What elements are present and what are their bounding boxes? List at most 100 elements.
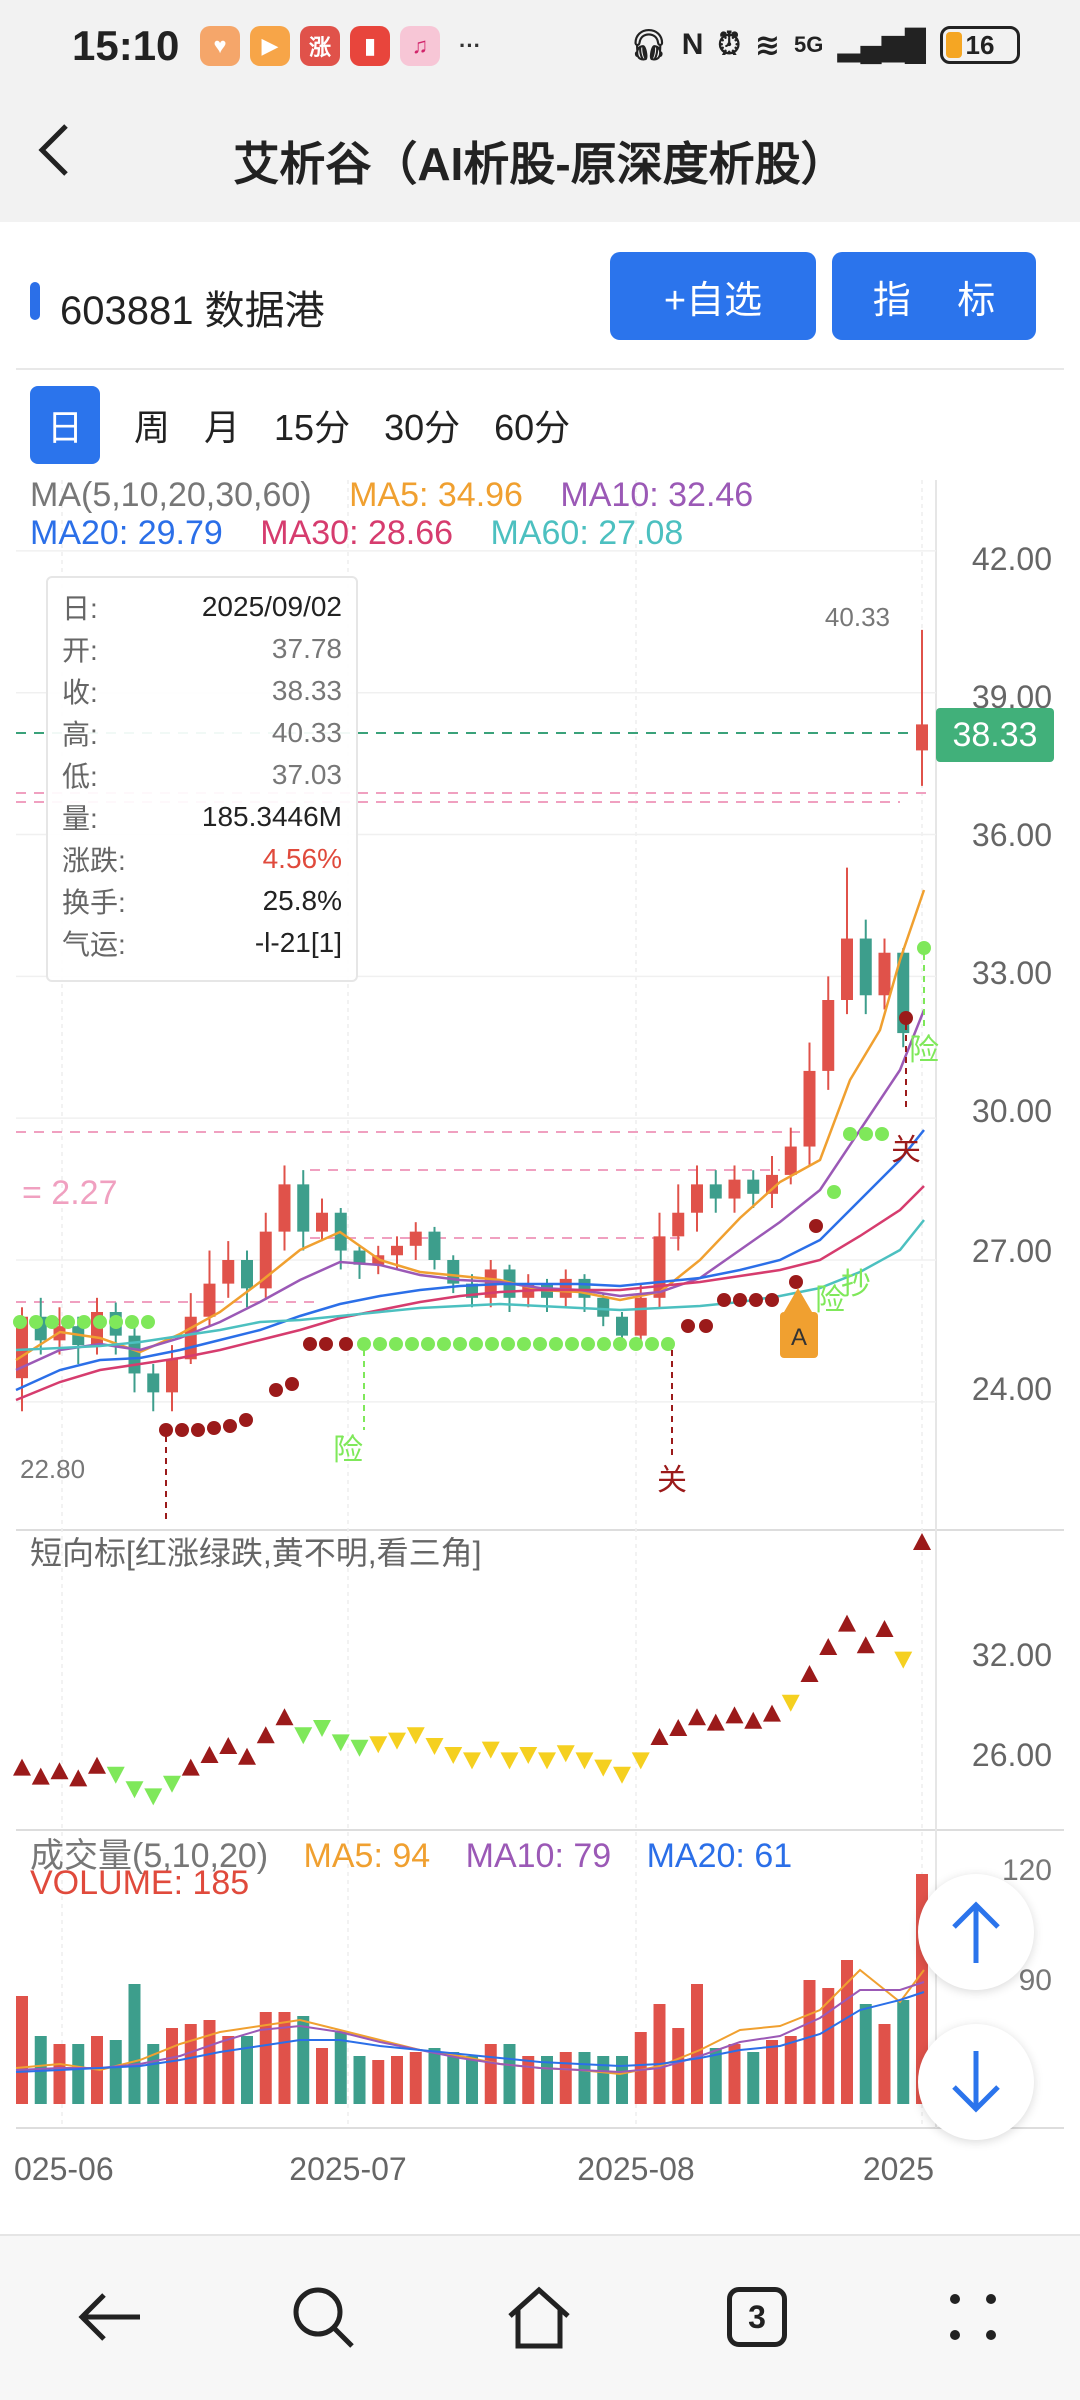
battery-level: 16 — [965, 29, 995, 60]
nav-search-button[interactable] — [278, 2272, 368, 2362]
ma10-line — [15, 1009, 926, 1372]
status-time: 15:10 — [72, 22, 180, 69]
add-watchlist-button[interactable]: +自选 — [610, 252, 816, 340]
nav-home-button[interactable] — [494, 2272, 584, 2362]
home-icon — [508, 2286, 570, 2349]
ma-legend-row1: MA(5,10,20,30,60) MA5: 34.96 MA10: 32.46 — [30, 476, 781, 515]
candle-body — [841, 938, 853, 1000]
indicator-button[interactable]: 指 标 — [832, 252, 1036, 340]
tab-day[interactable]: 日 — [30, 386, 100, 464]
sub-triangle — [706, 1713, 725, 1731]
volume-bar — [878, 2024, 891, 2104]
signal-risk-label-2: 险 — [815, 1284, 845, 1317]
play-app-icon: ▶ — [250, 26, 290, 66]
sub-triangle — [838, 1614, 856, 1632]
volume-bar — [672, 2028, 685, 2104]
sub-triangle — [856, 1636, 875, 1654]
redpacket-app-icon: ▮ — [350, 26, 390, 66]
candle-body — [878, 952, 891, 996]
price-tick: 42.00 — [972, 541, 1052, 577]
candle-body — [616, 1316, 628, 1336]
sub-triangle — [519, 1747, 538, 1764]
sub-triangle — [163, 1775, 181, 1793]
volume-bar — [634, 2032, 647, 2104]
volume-bars — [16, 1874, 928, 2104]
sub-triangle — [800, 1665, 819, 1682]
volume-bar — [203, 2020, 216, 2104]
volume-bar — [372, 2060, 385, 2104]
ma20-line — [15, 1129, 925, 1392]
volume-bar — [822, 1988, 835, 2104]
sub-triangle — [444, 1747, 463, 1764]
volume-bar — [522, 2056, 535, 2104]
candle-body — [728, 1179, 741, 1199]
volume-bar — [484, 2044, 497, 2104]
ma-legend-title: MA(5,10,20,30,60) — [30, 476, 312, 514]
network-label: 5G — [793, 32, 824, 57]
signal-copy-label: 抄 — [841, 1268, 871, 1301]
volume-bar — [466, 2056, 478, 2104]
scroll-up-button[interactable] — [918, 1874, 1034, 1990]
nav-back-button[interactable] — [64, 2272, 154, 2362]
price-tick: 27.00 — [972, 1233, 1052, 1269]
info-row-date: 日: 2025/09/02 — [62, 591, 342, 624]
sub-triangle — [313, 1720, 331, 1737]
sub-triangle — [594, 1759, 613, 1777]
volume-bar — [391, 2056, 403, 2104]
candle-body — [222, 1260, 235, 1284]
tab-60min[interactable]: 60分 — [494, 407, 571, 448]
stock-code-name: 603881 数据港 — [60, 289, 325, 333]
menu-dots-icon — [950, 2294, 996, 2340]
sub-triangle — [331, 1734, 350, 1752]
alarm-icon: ⏰︎ — [717, 28, 741, 61]
signal-off-label: 关 — [657, 1464, 687, 1497]
sub-triangle — [763, 1704, 781, 1722]
app-header: 艾析谷（AI析股-原深度析股） — [0, 90, 1080, 222]
volume-title: 成交量(5,10,20) — [30, 1837, 269, 1875]
price-tick: 30.00 — [972, 1093, 1052, 1129]
sub-triangle — [894, 1651, 913, 1669]
sub-triangle — [369, 1736, 388, 1754]
scroll-down-button[interactable] — [918, 2024, 1034, 2140]
info-row-change: 涨跌: 4.56% — [62, 843, 342, 876]
volume-bar — [653, 2004, 666, 2104]
volume-value: VOLUME: 185 — [30, 1864, 250, 1902]
signal-off-label-2: 关 — [891, 1134, 921, 1167]
battery-icon: 16 — [940, 26, 1020, 64]
candle-body — [353, 1250, 366, 1265]
tab-15min[interactable]: 15分 — [274, 407, 351, 448]
signal-risk-label: 险 — [333, 1434, 363, 1467]
volume-bar — [503, 2044, 516, 2104]
info-row-turnover: 换手: 25.8% — [62, 885, 342, 918]
nav-menu-button[interactable] — [928, 2272, 1018, 2362]
volume-bar — [109, 2040, 122, 2104]
back-button[interactable] — [34, 120, 94, 190]
sub-triangle — [538, 1752, 556, 1770]
sub-triangle — [669, 1719, 688, 1736]
sub-triangle — [219, 1737, 238, 1754]
candle-body — [409, 1231, 422, 1246]
tab-month[interactable]: 月 — [204, 407, 241, 448]
sub-triangle — [481, 1741, 500, 1759]
volume-bar — [803, 1980, 816, 2104]
sub-triangle — [819, 1638, 838, 1655]
nav-tabs-button[interactable]: 3 — [712, 2272, 802, 2362]
volume-bar — [747, 2052, 760, 2104]
sub-triangle — [744, 1711, 763, 1729]
volume-bar — [166, 2028, 178, 2104]
volume-bar — [316, 2048, 328, 2104]
volume-bar — [147, 2044, 160, 2104]
tab-week[interactable]: 周 — [134, 407, 171, 448]
info-row-volume: 量: 185.3446M — [62, 801, 342, 834]
current-price-tag: 38.33 — [936, 708, 1054, 762]
ma10-value: MA10: 32.46 — [560, 476, 754, 514]
divider — [16, 368, 1064, 370]
sub-triangle — [350, 1739, 369, 1757]
vol-tick: 90 — [1019, 1964, 1052, 1997]
volume-bar — [72, 2044, 85, 2104]
candle-body — [203, 1283, 216, 1317]
tab-30min[interactable]: 30分 — [384, 407, 461, 448]
ma30-line — [15, 1185, 925, 1402]
sub-tick: 26.00 — [972, 1737, 1052, 1773]
vol-ma10: MA10: 79 — [465, 1837, 612, 1875]
